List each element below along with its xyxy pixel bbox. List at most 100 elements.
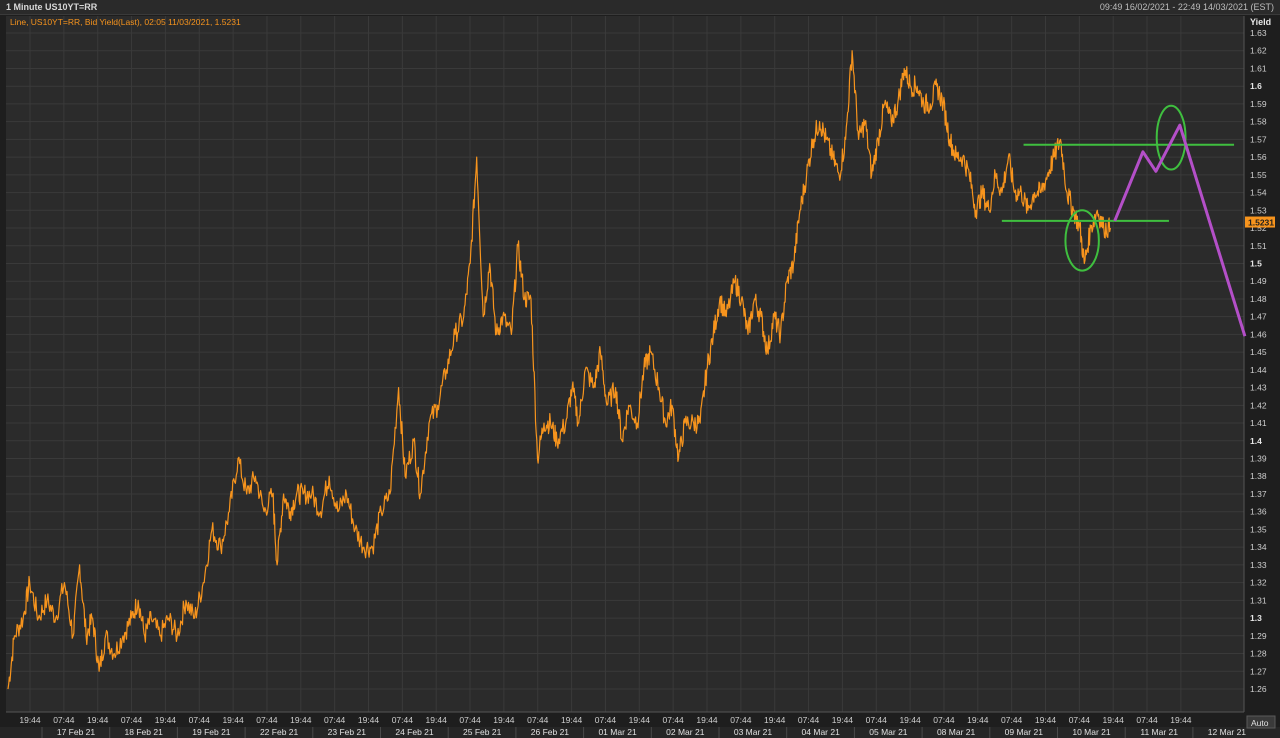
x-tick-label: 07:44 — [730, 715, 752, 725]
x-tick-label: 19:44 — [696, 715, 718, 725]
y-tick-label: 1.53 — [1250, 205, 1267, 215]
y-tick-label: 1.6 — [1250, 81, 1262, 91]
x-date-label: 22 Feb 21 — [260, 727, 299, 737]
y-tick-label: 1.55 — [1250, 170, 1267, 180]
x-tick-label: 07:44 — [866, 715, 888, 725]
y-tick-label: 1.38 — [1250, 471, 1267, 481]
x-date-label: 23 Feb 21 — [328, 727, 367, 737]
y-tick-label: 1.45 — [1250, 347, 1267, 357]
x-date-label: 17 Feb 21 — [57, 727, 96, 737]
x-tick-label: 07:44 — [595, 715, 617, 725]
x-tick-label: 07:44 — [459, 715, 481, 725]
y-tick-label: 1.34 — [1250, 542, 1267, 552]
x-date-label: 26 Feb 21 — [531, 727, 570, 737]
y-tick-label: 1.48 — [1250, 294, 1267, 304]
y-tick-label: 1.43 — [1250, 383, 1267, 393]
x-tick-label: 19:44 — [358, 715, 380, 725]
y-tick-label: 1.28 — [1250, 649, 1267, 659]
x-tick-label: 19:44 — [1103, 715, 1125, 725]
y-tick-label: 1.4 — [1250, 436, 1262, 446]
x-date-label: 25 Feb 21 — [463, 727, 502, 737]
x-tick-label: 19:44 — [832, 715, 854, 725]
x-tick-label: 19:44 — [899, 715, 921, 725]
x-tick-label: 19:44 — [290, 715, 312, 725]
y-tick-label: 1.44 — [1250, 365, 1267, 375]
series-line-us10yt — [7, 50, 1111, 690]
x-tick-label: 07:44 — [256, 715, 278, 725]
plot-area — [6, 16, 1244, 712]
x-tick-label: 07:44 — [324, 715, 346, 725]
y-tick-label: 1.47 — [1250, 312, 1267, 322]
x-date-label: 11 Mar 21 — [1140, 727, 1178, 737]
y-tick-label: 1.52 — [1250, 223, 1267, 233]
y-tick-label: 1.35 — [1250, 524, 1267, 534]
x-date-label: 12 Mar 21 — [1208, 727, 1247, 737]
y-tick-label: 1.31 — [1250, 595, 1267, 605]
title-bar: 1 Minute US10YT=RR 09:49 16/02/2021 - 22… — [0, 0, 1280, 15]
x-date-label: 08 Mar 21 — [937, 727, 976, 737]
y-tick-label: 1.46 — [1250, 329, 1267, 339]
y-tick-label: 1.56 — [1250, 152, 1267, 162]
x-tick-label: 07:44 — [663, 715, 685, 725]
y-tick-label: 1.5 — [1250, 258, 1262, 268]
x-date-label: 04 Mar 21 — [802, 727, 841, 737]
x-tick-label: 07:44 — [933, 715, 955, 725]
y-axis: 1.26 1.27 1.28 1.29 1.3 1.31 1.32 1.33 1.34 1.35 1… — [1243, 16, 1267, 712]
x-date-label: 24 Feb 21 — [395, 727, 434, 737]
x-tick-label: 07:44 — [392, 715, 414, 725]
y-tick-label: 1.36 — [1250, 507, 1267, 517]
x-tick-label: 19:44 — [1035, 715, 1057, 725]
date-band — [0, 727, 1280, 738]
x-date-label: 19 Feb 21 — [192, 727, 231, 737]
y-tick-label: 1.54 — [1250, 188, 1267, 198]
x-tick-label: 19:44 — [155, 715, 177, 725]
y-tick-label: 1.49 — [1250, 276, 1267, 286]
y-tick-label: 1.32 — [1250, 578, 1267, 588]
x-date-label: 03 Mar 21 — [734, 727, 773, 737]
x-tick-label: 19:44 — [1170, 715, 1192, 725]
x-tick-label: 07:44 — [121, 715, 143, 725]
x-date-label: 01 Mar 21 — [598, 727, 637, 737]
x-tick-label: 19:44 — [87, 715, 109, 725]
y-tick-label: 1.37 — [1250, 489, 1267, 499]
y-tick-label: 1.62 — [1250, 46, 1267, 56]
y-tick-label: 1.59 — [1250, 99, 1267, 109]
x-tick-label: 07:44 — [1069, 715, 1091, 725]
date-range: 09:49 16/02/2021 - 22:49 14/03/2021 (EST… — [1099, 2, 1274, 12]
y-axis-label: Yield — [1250, 17, 1271, 27]
x-tick-label: 07:44 — [189, 715, 211, 725]
y-tick-label: 1.63 — [1250, 28, 1267, 38]
auto-button-label: Auto — [1251, 718, 1269, 728]
x-tick-label: 19:44 — [19, 715, 41, 725]
y-tick-label: 1.39 — [1250, 454, 1267, 464]
y-tick-label: 1.61 — [1250, 63, 1267, 73]
x-tick-label: 07:44 — [527, 715, 549, 725]
x-tick-label: 19:44 — [629, 715, 651, 725]
legend-text: Line, US10YT=RR, Bid Yield(Last), 02:05 … — [10, 17, 241, 27]
x-date-label: 09 Mar 21 — [1005, 727, 1044, 737]
x-tick-label: 19:44 — [222, 715, 244, 725]
highlight-circle — [1064, 209, 1100, 272]
x-date-label: 02 Mar 21 — [666, 727, 705, 737]
highlight-circle — [1155, 104, 1187, 171]
grid — [6, 16, 1244, 712]
y-tick-label: 1.42 — [1250, 400, 1267, 410]
x-date-label: 18 Feb 21 — [125, 727, 164, 737]
x-tick-label: 07:44 — [53, 715, 75, 725]
last-value-label: 1.5231 — [1248, 218, 1274, 228]
x-tick-label: 19:44 — [493, 715, 515, 725]
x-tick-label: 07:44 — [1136, 715, 1158, 725]
chart-title: 1 Minute US10YT=RR — [6, 2, 98, 12]
x-tick-label: 07:44 — [1001, 715, 1023, 725]
projection-line — [1113, 123, 1247, 337]
x-tick-label: 19:44 — [561, 715, 583, 725]
y-tick-label: 1.26 — [1250, 684, 1267, 694]
y-tick-label: 1.58 — [1250, 117, 1267, 127]
y-tick-label: 1.3 — [1250, 613, 1262, 623]
x-tick-label: 07:44 — [798, 715, 820, 725]
y-tick-label: 1.41 — [1250, 418, 1267, 428]
auto-button[interactable]: Auto — [1246, 715, 1276, 729]
y-tick-label: 1.57 — [1250, 134, 1267, 144]
